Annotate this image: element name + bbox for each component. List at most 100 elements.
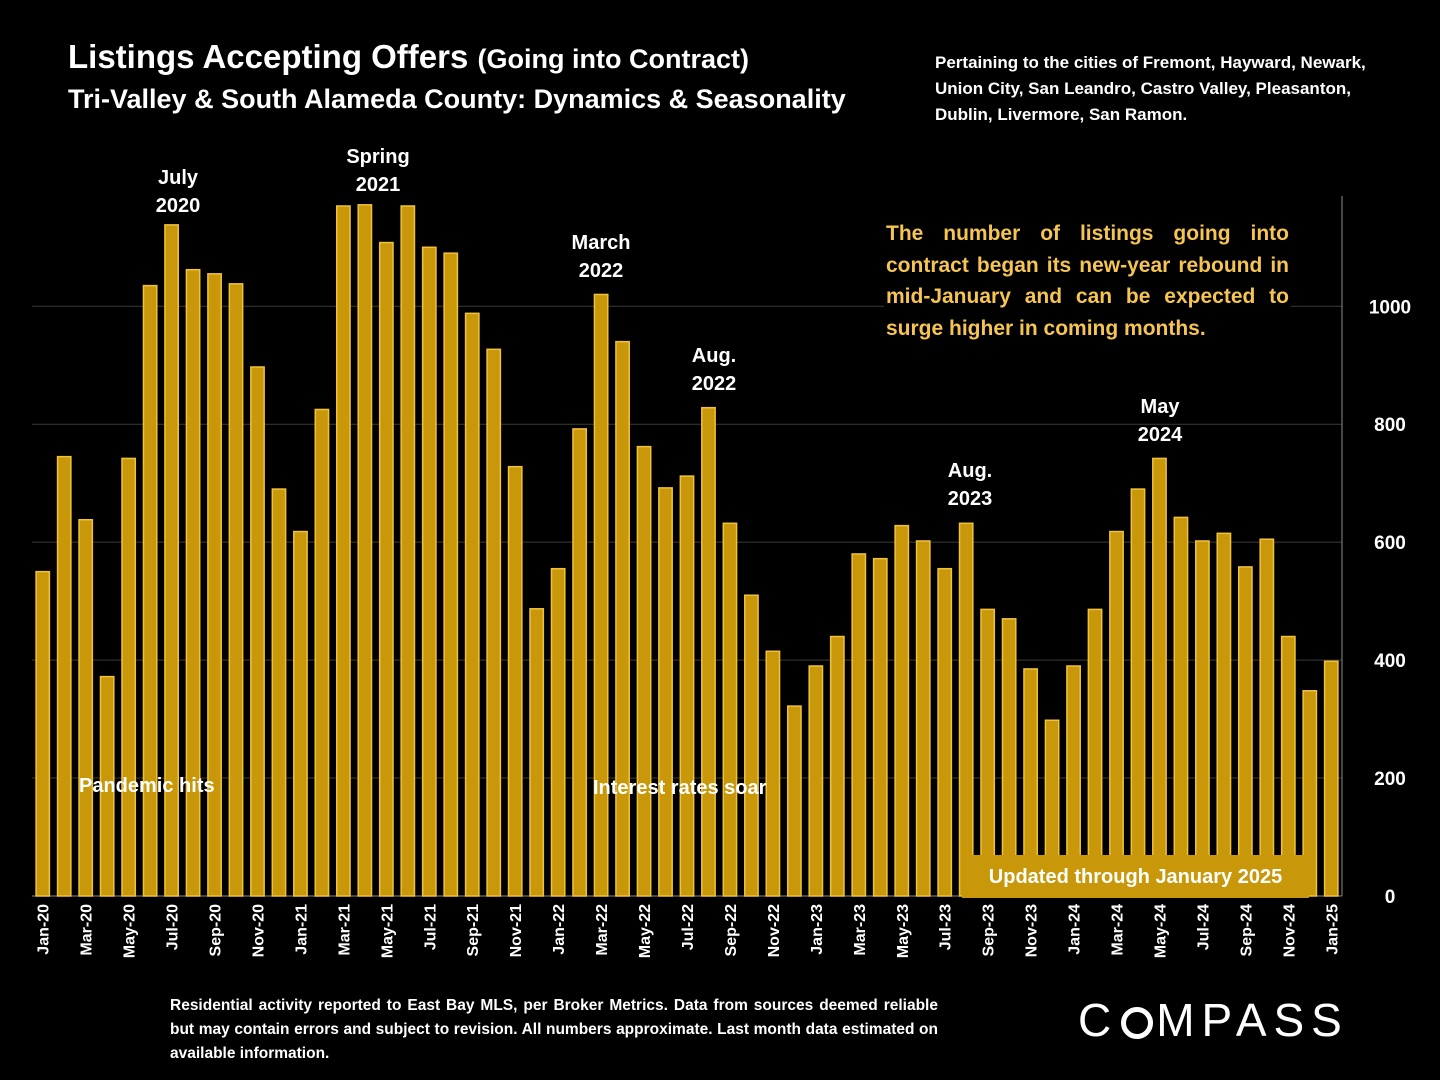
- annotation-line: March: [571, 232, 631, 254]
- x-tick-label: Jan-22: [551, 904, 568, 955]
- bar: [937, 567, 953, 897]
- bar: [142, 284, 158, 897]
- bar: [35, 570, 51, 897]
- bar: [808, 665, 824, 897]
- bar: [1130, 488, 1146, 897]
- x-tick-label: Nov-20: [250, 904, 267, 957]
- annotation-line: Aug.: [947, 460, 993, 482]
- y-tick-label: 600: [1374, 533, 1406, 554]
- annotation-line: July: [157, 167, 199, 189]
- x-tick-label: Mar-22: [594, 904, 611, 956]
- bar: [1195, 540, 1210, 897]
- bar: [121, 457, 137, 897]
- bar: [872, 557, 888, 897]
- y-tick-label: 800: [1374, 415, 1406, 436]
- y-tick-label: 0: [1385, 887, 1396, 908]
- x-tick-label: Jul-21: [422, 904, 439, 950]
- x-tick-label: May-22: [637, 904, 654, 958]
- updated-badge: Updated through January 2025: [962, 855, 1309, 898]
- bar: [786, 705, 802, 897]
- bar: [1173, 516, 1189, 897]
- chart-title: Listings Accepting Offers (Going into Co…: [68, 38, 749, 76]
- logo-text-start: C: [1078, 994, 1119, 1046]
- bar: [894, 524, 910, 897]
- bar: [958, 522, 974, 897]
- bar: [1323, 660, 1339, 897]
- annotation-may-2024: May 2024: [1120, 393, 1200, 449]
- bar: [443, 252, 459, 897]
- compass-logo: C MPASS: [1078, 993, 1349, 1047]
- bar: [335, 205, 351, 897]
- annotation-march-2022: March 2022: [556, 229, 646, 285]
- x-tick-label: Jan-20: [36, 904, 53, 955]
- x-tick-label: Mar-24: [1110, 904, 1127, 956]
- bar: [228, 283, 244, 897]
- bar: [593, 293, 609, 897]
- bar: [636, 445, 652, 897]
- bar: [1152, 457, 1167, 897]
- bar: [1216, 532, 1232, 897]
- bar: [529, 608, 545, 897]
- bar: [507, 465, 523, 897]
- y-tick-label: 1000: [1369, 297, 1411, 318]
- x-tick-label: Sep-20: [208, 904, 225, 957]
- bar: [572, 428, 588, 897]
- bar: [1087, 608, 1103, 897]
- annotation-line: 2024: [1137, 424, 1183, 446]
- y-tick-label: 400: [1374, 651, 1406, 672]
- logo-text-end: MPASS: [1156, 994, 1349, 1046]
- x-tick-label: Jul-20: [165, 904, 182, 950]
- bar: [293, 530, 308, 897]
- footnote: Residential activity reported to East Ba…: [170, 997, 938, 1062]
- x-tick-label: Jul-24: [1195, 904, 1212, 950]
- x-tick-label: Nov-21: [508, 904, 525, 957]
- annotation-line: Aug.: [691, 345, 737, 367]
- x-tick-label: Jan-25: [1324, 904, 1341, 955]
- bar: [980, 608, 996, 897]
- bar: [207, 273, 222, 897]
- annotation-line: 2022: [578, 260, 624, 282]
- x-tick-label: Mar-20: [79, 904, 96, 956]
- x-tick-label: Sep-23: [981, 904, 998, 957]
- bar: [464, 312, 480, 897]
- annotation-line: May: [1140, 396, 1180, 418]
- annotation-spring-2021: Spring 2021: [333, 143, 423, 199]
- title-suffix: (Going into Contract): [477, 44, 749, 74]
- x-tick-label: May-21: [379, 904, 396, 958]
- x-tick-label: Jan-24: [1067, 904, 1084, 955]
- logo-ring-icon: [1121, 1007, 1154, 1039]
- title-main: Listings Accepting Offers: [68, 38, 469, 75]
- bar: [744, 594, 759, 897]
- bar: [550, 567, 566, 897]
- bar: [701, 406, 716, 897]
- x-tick-label: Sep-22: [723, 904, 740, 957]
- bar: [99, 675, 115, 897]
- bar: [915, 540, 931, 897]
- bar: [722, 522, 738, 897]
- bar: [486, 348, 502, 897]
- annotation-line: Spring: [346, 146, 410, 168]
- x-tick-label: Jul-22: [680, 904, 697, 950]
- x-tick-label: May-20: [122, 904, 139, 958]
- bar: [421, 246, 437, 897]
- x-tick-label: Sep-24: [1238, 904, 1255, 957]
- bar: [851, 553, 867, 897]
- annotation-interest-rates: Interest rates soar: [593, 777, 767, 799]
- x-tick-label: May-24: [1152, 904, 1169, 958]
- x-tick-label: Jul-23: [938, 904, 955, 950]
- bar: [1237, 566, 1253, 897]
- bar: [314, 408, 330, 897]
- bar: [615, 340, 630, 897]
- cities-note: Pertaining to the cities of Fremont, Hay…: [935, 53, 1366, 124]
- bar: [78, 518, 94, 897]
- bar: [679, 475, 695, 897]
- bar: [1302, 690, 1318, 897]
- annotation-july-2020: July 2020: [138, 164, 218, 220]
- bar: [250, 366, 265, 897]
- chart-subtitle: Tri-Valley & South Alameda County: Dynam…: [68, 84, 846, 114]
- callout-text: The number of listings going into contra…: [884, 218, 1291, 344]
- x-tick-label: Nov-22: [766, 904, 783, 957]
- annotation-pandemic: Pandemic hits: [79, 775, 215, 797]
- x-tick-label: Jan-23: [809, 904, 826, 955]
- annotation-line: 2020: [155, 195, 201, 217]
